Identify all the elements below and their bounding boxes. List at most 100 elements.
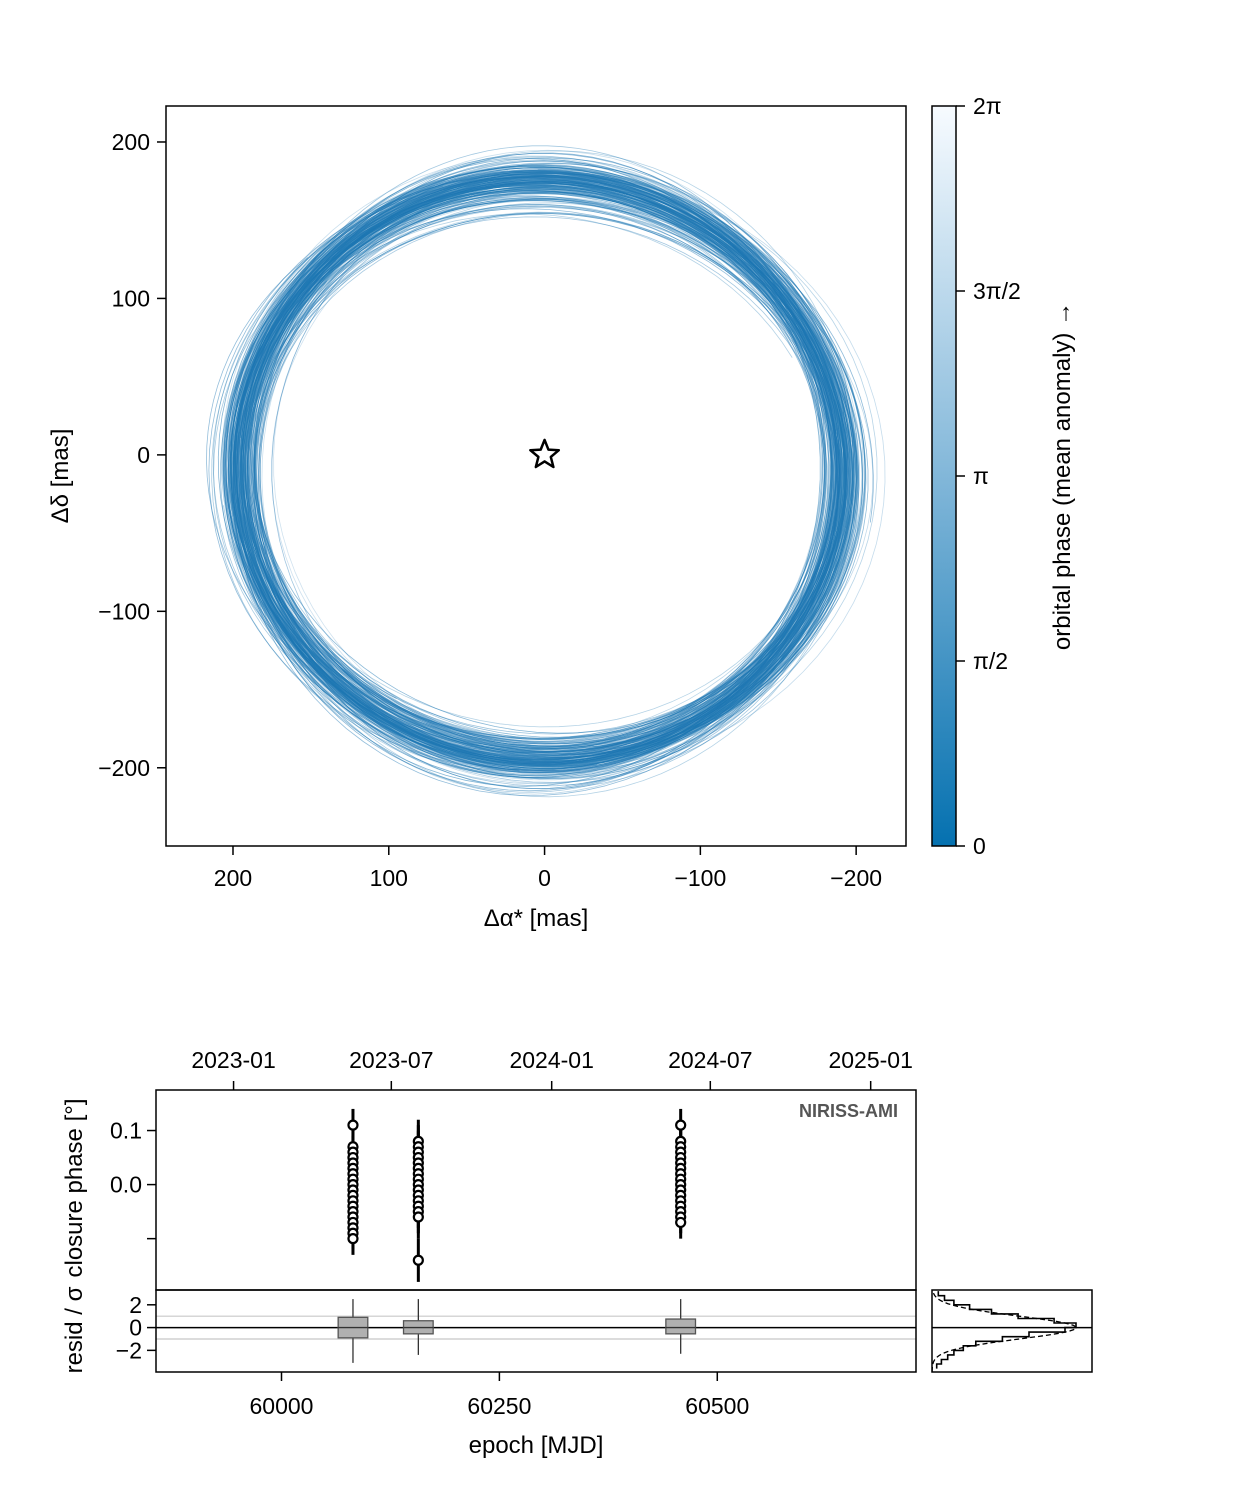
orbit-draw-line [254, 170, 858, 758]
closure-phase-point [675, 1216, 687, 1229]
closure-phase-plot: 2023-01 2023-07 2024-01 2024-07 2025-01 0.10… [61, 1047, 917, 1291]
orbit-draw-line [250, 170, 838, 763]
orbit-draw-line [237, 184, 839, 743]
closure-phase-y-tick-label: 0.0 [110, 1172, 142, 1198]
phase-colorbar: 0 π/2 π 3π/2 2π orbital phase (mean anomaly)… [931, 93, 1076, 859]
orbit-x-ticks: 200 100 0 −100 −200 [214, 846, 882, 891]
histogram-normal-reference [931, 1289, 1077, 1372]
orbit-draw-line [208, 173, 852, 774]
closure-phase-y-ticks: 0.1 0.0 [110, 1118, 156, 1240]
orbit-x-tick-label: −200 [830, 865, 882, 891]
residual-x-ticks: 60000 60250 60500 [250, 1372, 749, 1419]
orbit-y-tick-label: 0 [137, 442, 150, 468]
date-tick-label: 2025-01 [828, 1047, 912, 1073]
colorbar-tick-label: 0 [973, 833, 986, 859]
orbit-draw-line [237, 176, 834, 771]
date-tick-label: 2023-01 [191, 1047, 275, 1073]
orbit-draw-line [225, 173, 886, 772]
orbit-draw-line [246, 177, 841, 760]
date-tick-label: 2024-01 [509, 1047, 593, 1073]
orbit-draw-line [241, 200, 847, 748]
residual-x-tick-label: 60000 [250, 1393, 314, 1419]
residual-plot: 60000 60250 60500 20−2 resid / σ epoch [MJ… [61, 1286, 917, 1459]
histogram-step-line [935, 1291, 1077, 1369]
orbit-draw-line [240, 175, 851, 770]
orbit-draw-line [259, 187, 835, 752]
orbit-draw-line [241, 174, 850, 790]
orbit-draw-line [236, 160, 834, 778]
orbit-x-tick-label: −100 [674, 865, 726, 891]
orbit-draw-line [237, 189, 851, 749]
orbit-draw-line [241, 176, 850, 759]
residual-x-axis-label: epoch [MJD] [469, 1432, 604, 1459]
orbit-draw-line [237, 184, 839, 763]
residual-y-tick-label: 2 [129, 1292, 142, 1318]
orbit-draw-line [228, 189, 859, 749]
orbit-draw-line [223, 181, 839, 753]
orbit-draw-line [242, 172, 866, 755]
orbit-plot: 200 100 0 −100 −200 200 100 0 −100 −200 Δα* [mas… [47, 105, 907, 932]
orbit-draw-line [236, 187, 854, 781]
orbit-draw-line [234, 174, 837, 749]
orbit-draw-line [253, 212, 845, 738]
closure-phase-point [412, 1211, 424, 1223]
orbit-draw-line [232, 180, 847, 773]
orbit-draw-line [240, 172, 866, 758]
orbit-draw-line [221, 170, 823, 754]
orbit-draw-line [223, 186, 825, 750]
orbit-y-tick-label: −200 [98, 755, 150, 781]
orbit-draw-line [245, 176, 850, 753]
colorbar-tick-label: π [973, 463, 989, 489]
date-axis-ticks: 2023-01 2023-07 2024-01 2024-07 2025-01 [191, 1047, 913, 1090]
closure-phase-point [347, 1233, 359, 1245]
orbit-draw-line [235, 200, 843, 754]
orbit-draw-line [217, 173, 853, 766]
orbit-draw-line [228, 171, 864, 763]
residual-boxes [156, 1299, 916, 1363]
closure-phase-point [675, 1119, 687, 1131]
orbit-draw-line [246, 160, 832, 795]
colorbar-ticks: 0 π/2 π 3π/2 2π [956, 93, 1021, 859]
orbit-draw-line [234, 174, 845, 765]
orbit-draw-line [248, 169, 857, 779]
colorbar-tick-label: π/2 [973, 648, 1008, 674]
closure-phase-point [347, 1119, 359, 1131]
orbit-draw-line [258, 280, 826, 777]
orbit-y-tick-label: 100 [112, 285, 150, 311]
orbit-draw-line [229, 170, 846, 776]
colorbar-gradient [931, 105, 957, 847]
orbit-draw-line [222, 185, 846, 763]
orbit-draw-line [237, 174, 838, 756]
orbit-draw-line [227, 190, 840, 766]
orbit-draw-line [241, 169, 846, 757]
orbit-draw-line [235, 171, 851, 757]
orbit-draw-line [235, 174, 830, 759]
orbit-y-ticks: 200 100 0 −100 −200 [98, 129, 166, 781]
orbit-draw-line [252, 150, 858, 798]
orbit-draw-line [232, 153, 840, 796]
orbit-draws [206, 145, 886, 798]
orbit-draw-line [225, 167, 824, 759]
orbit-draw-line [234, 179, 860, 783]
orbit-y-axis-label: Δδ [mas] [47, 429, 74, 524]
date-tick-label: 2024-07 [668, 1047, 752, 1073]
orbit-draw-line [259, 197, 840, 748]
orbit-x-tick-label: 100 [370, 865, 408, 891]
orbit-draw-line [258, 181, 853, 759]
orbit-draw-line [242, 171, 847, 777]
orbit-draw-line [230, 173, 854, 779]
orbit-draw-line [233, 192, 857, 750]
orbit-draw-line [229, 155, 835, 757]
date-tick-label: 2023-07 [349, 1047, 433, 1073]
orbit-draw-line [230, 205, 855, 759]
orbit-draw-line [221, 198, 874, 744]
colorbar-label: orbital phase (mean anomaly) → [1049, 302, 1076, 650]
orbit-x-tick-label: 0 [538, 865, 551, 891]
orbit-draw-line [238, 181, 835, 755]
residual-histogram [931, 1289, 1093, 1373]
residual-y-axis-label: resid / σ [61, 1286, 88, 1373]
orbit-draw-line [230, 195, 849, 752]
orbit-draw-line [236, 190, 834, 765]
orbit-draw-line [236, 156, 838, 768]
